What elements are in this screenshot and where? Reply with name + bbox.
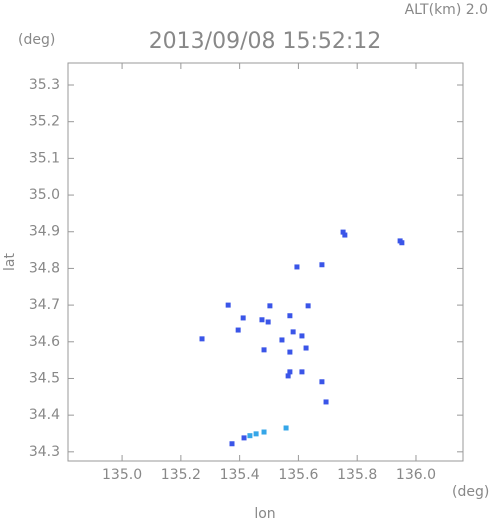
echo-point bbox=[225, 302, 231, 308]
echo-point bbox=[340, 229, 346, 235]
y-tick-label: 34.6 bbox=[29, 334, 60, 350]
echo-point bbox=[241, 435, 247, 441]
chart-subtitle: ALT(km) 2.0 bbox=[405, 2, 488, 18]
echo-point bbox=[287, 313, 293, 319]
echo-point bbox=[299, 369, 305, 375]
echo-point bbox=[261, 347, 267, 353]
echo-point bbox=[253, 431, 259, 437]
echo-point bbox=[265, 319, 271, 325]
echo-point bbox=[287, 349, 293, 355]
y-tick-label: 34.4 bbox=[29, 407, 60, 423]
y-tick-label: 34.8 bbox=[29, 260, 60, 276]
y-tick-label: 35.3 bbox=[29, 77, 60, 93]
y-unit: (deg) bbox=[18, 32, 55, 48]
y-tick-label: 34.9 bbox=[29, 224, 60, 240]
echo-point bbox=[294, 264, 300, 270]
echo-point bbox=[287, 369, 293, 375]
echo-point bbox=[279, 337, 285, 343]
echo-point bbox=[261, 429, 267, 435]
echo-point bbox=[283, 425, 289, 431]
x-axis-label: lon bbox=[254, 506, 275, 521]
echo-point bbox=[240, 315, 246, 321]
echo-point bbox=[342, 232, 348, 238]
y-tick-label: 35.1 bbox=[29, 150, 60, 166]
y-axis-label: lat bbox=[2, 253, 18, 271]
echo-point bbox=[267, 303, 273, 309]
echo-point bbox=[305, 303, 311, 309]
echo-point bbox=[235, 327, 241, 333]
y-tick-label: 34.3 bbox=[29, 444, 60, 460]
echo-point bbox=[247, 433, 253, 439]
x-tick-label: 135.2 bbox=[161, 467, 201, 483]
x-tick-label: 136.0 bbox=[396, 467, 436, 483]
echo-point bbox=[303, 345, 309, 351]
echo-point bbox=[285, 373, 291, 379]
y-tick-label: 34.7 bbox=[29, 297, 60, 313]
plot-frame bbox=[67, 62, 464, 462]
x-tick-label: 135.8 bbox=[337, 467, 377, 483]
y-tick-label: 35.0 bbox=[29, 187, 60, 203]
y-tick-label: 35.2 bbox=[29, 114, 60, 130]
echo-point bbox=[399, 240, 405, 246]
y-tick-label: 34.5 bbox=[29, 370, 60, 386]
chart-title: 2013/09/08 15:52:12 bbox=[149, 29, 382, 54]
echo-point bbox=[259, 317, 265, 323]
echo-point bbox=[199, 336, 205, 342]
echo-point bbox=[323, 399, 329, 405]
x-tick-label: 135.0 bbox=[102, 467, 142, 483]
echo-point bbox=[319, 262, 325, 268]
echo-point bbox=[229, 441, 235, 447]
echo-point bbox=[299, 333, 305, 339]
echo-point bbox=[290, 329, 296, 335]
x-tick-label: 135.6 bbox=[278, 467, 318, 483]
x-tick-label: 135.4 bbox=[220, 467, 260, 483]
echo-point bbox=[319, 379, 325, 385]
x-unit: (deg) bbox=[452, 484, 489, 500]
